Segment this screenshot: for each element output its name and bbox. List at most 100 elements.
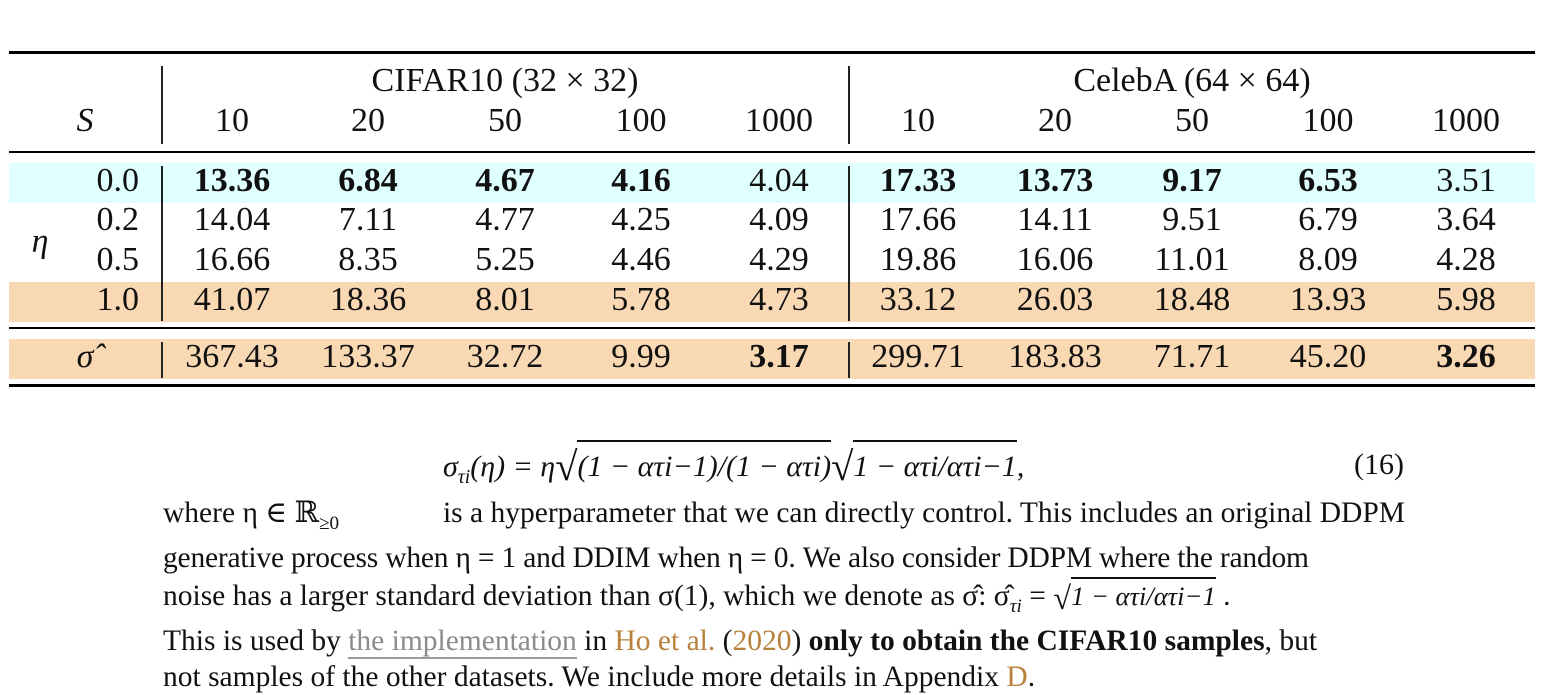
top-rule — [9, 51, 1535, 54]
eq-tail: , — [1016, 450, 1025, 483]
fid-cell: 183.83 — [1008, 338, 1102, 375]
fid-cell: 8.35 — [338, 241, 398, 278]
fid-cell: 13.73 — [1016, 162, 1094, 199]
eta-value: 0.2 — [96, 201, 140, 238]
vertical-divider-mid — [848, 66, 850, 144]
row-highlight-orange — [9, 282, 1535, 322]
sqrt-icon: √ — [1053, 580, 1072, 617]
double-rule-1 — [9, 327, 1535, 329]
paragraph-line: noise has a larger standard deviation th… — [163, 576, 1405, 624]
text: 1 − ατi/ατi−1 — [1071, 576, 1216, 615]
fid-cell: 11.01 — [1154, 241, 1230, 278]
fid-cell: 17.66 — [879, 201, 957, 238]
bold-text: only to obtain the CIFAR10 samples — [808, 625, 1265, 658]
text: in — [584, 625, 608, 658]
fid-cell: 3.51 — [1436, 162, 1496, 199]
eta-value: 1.0 — [96, 281, 140, 318]
vertical-divider-mid — [848, 342, 850, 378]
eq-lhs-sub: τi — [457, 467, 471, 488]
fid-cell: 13.93 — [1289, 281, 1367, 318]
steps-label: S — [76, 102, 94, 139]
text: ≥0 — [318, 512, 340, 534]
fid-cell: 71.71 — [1153, 338, 1231, 375]
fid-cell: 367.43 — [185, 338, 279, 375]
fid-cell: 4.46 — [611, 241, 671, 278]
step-header: 1000 — [1432, 102, 1500, 139]
sqrt-icon: √ — [831, 444, 854, 489]
step-header: 100 — [1302, 102, 1354, 139]
fid-cell: 3.17 — [749, 338, 809, 375]
fid-cell: 33.12 — [879, 281, 957, 318]
fid-cell: 4.29 — [749, 241, 809, 278]
fid-cell: 13.36 — [193, 162, 271, 199]
text: ( — [722, 625, 733, 658]
fid-cell: 17.33 — [879, 162, 957, 199]
text: . — [1223, 579, 1231, 612]
eq-arg: (η) = η — [470, 450, 556, 483]
fid-cell: 4.25 — [611, 201, 671, 238]
step-header: 10 — [901, 102, 935, 139]
eta-label: η — [31, 223, 49, 260]
fid-cell: 19.86 — [879, 241, 957, 278]
fid-cell: 6.53 — [1298, 162, 1358, 199]
fid-cell: 3.64 — [1436, 201, 1496, 238]
citation-year-link[interactable]: 2020 — [732, 625, 792, 658]
fid-cell: 16.06 — [1016, 241, 1094, 278]
fid-cell: 6.84 — [338, 162, 398, 199]
fid-cell: 9.99 — [611, 338, 671, 375]
step-header: 20 — [351, 102, 385, 139]
fid-cell: 7.11 — [338, 201, 398, 238]
fid-cell: 5.25 — [475, 241, 535, 278]
fid-cell: 45.20 — [1289, 338, 1367, 375]
text: , but — [1264, 625, 1318, 658]
row-highlight-cyan — [9, 163, 1535, 203]
dataset-header-cifar10: CIFAR10 (32 × 32) — [371, 62, 639, 99]
appendix-link[interactable]: D — [1006, 660, 1028, 693]
text: This is used by — [163, 625, 341, 658]
text: where η ∈ ℝ — [163, 497, 319, 529]
fid-cell: 5.78 — [611, 281, 671, 318]
fid-cell: 14.11 — [1017, 201, 1093, 238]
fid-cell: 41.07 — [193, 281, 271, 318]
step-header: 10 — [215, 102, 249, 139]
sigma-row-highlight — [9, 339, 1535, 379]
step-header: 1000 — [745, 102, 813, 139]
fid-cell: 18.48 — [1153, 281, 1231, 318]
text: not samples of the other datasets. We in… — [163, 660, 999, 693]
fid-cell: 8.09 — [1298, 241, 1358, 278]
dataset-header-celeba: CelebA (64 × 64) — [1073, 62, 1311, 99]
header-rule — [9, 151, 1535, 153]
fid-cell: 4.16 — [611, 162, 671, 199]
text: generative process when η = 1 and DDIM w… — [163, 542, 1309, 575]
eta-value: 0.0 — [96, 162, 140, 199]
fid-cell: 4.28 — [1436, 241, 1496, 278]
paragraph-line: This is used by the implementation in Ho… — [163, 624, 1405, 660]
eta-value: 0.5 — [96, 241, 140, 278]
fid-cell: 133.37 — [321, 338, 415, 375]
fid-cell: 18.36 — [329, 281, 407, 318]
equation-16: στi(η) = η√(1 − ατi−1)/(1 − ατi)√1 − ατi… — [443, 440, 1024, 503]
implementation-link[interactable]: the implementation — [348, 625, 577, 660]
step-header: 50 — [1175, 102, 1209, 139]
eq-sqrt1: (1 − ατi−1)/(1 − ατi) — [577, 440, 832, 492]
bottom-rule — [9, 384, 1535, 387]
text: = — [1029, 579, 1046, 612]
text: noise has a larger standard deviation th… — [163, 579, 1010, 612]
fid-cell: 4.04 — [749, 162, 809, 199]
vertical-divider-mid — [848, 166, 850, 321]
fid-cell: 5.98 — [1436, 281, 1496, 318]
eq-lhs: σ — [443, 450, 458, 483]
paragraph-line: where η ∈ ℝ≥0 is a hyperparameter that w… — [163, 496, 1405, 541]
fid-cell: 299.71 — [871, 338, 965, 375]
step-header: 50 — [488, 102, 522, 139]
vertical-divider-left — [161, 342, 163, 378]
vertical-divider-left — [161, 166, 163, 321]
citation-link[interactable]: Ho et al. — [614, 625, 716, 658]
fid-cell: 14.04 — [193, 201, 271, 238]
fid-cell: 8.01 — [475, 281, 535, 318]
text: is a hyperparameter that we can directly… — [442, 497, 1405, 529]
sqrt-icon: √ — [555, 444, 578, 489]
fid-cell: 32.72 — [466, 338, 544, 375]
paragraph-line: not samples of the other datasets. We in… — [163, 660, 1405, 695]
text: ) — [791, 625, 802, 658]
